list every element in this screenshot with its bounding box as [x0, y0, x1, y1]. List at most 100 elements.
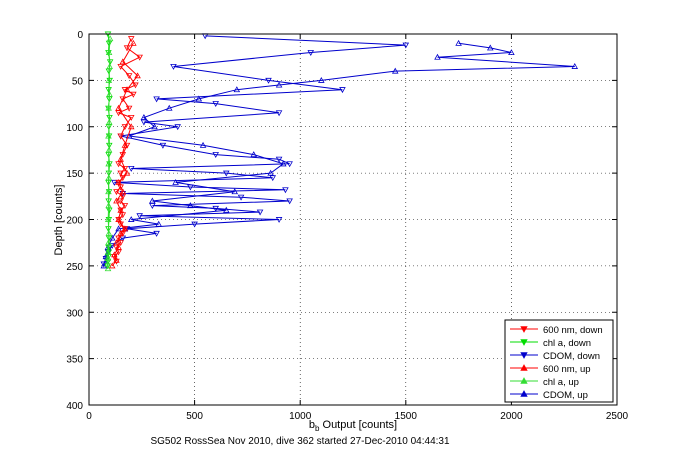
y-tick-label: 0: [77, 30, 83, 41]
series-point: [159, 142, 167, 149]
series-point: [105, 118, 113, 125]
series-point: [127, 123, 135, 130]
series-point: [117, 63, 124, 70]
x-tick-label: 2000: [500, 411, 523, 422]
series-point: [105, 142, 113, 149]
legend-marker: [520, 364, 528, 371]
series-point: [115, 110, 122, 117]
series-point: [104, 216, 112, 222]
series-point: [105, 40, 113, 47]
series-point: [105, 76, 113, 83]
series-point: [121, 203, 129, 210]
series-point: [121, 124, 129, 131]
legend-marker: [520, 326, 528, 333]
series-point: [286, 161, 293, 168]
series-point: [127, 36, 135, 43]
series-point: [170, 63, 177, 70]
series-point: [136, 213, 143, 220]
series-point: [233, 86, 241, 93]
series-point: [123, 142, 131, 149]
series-point: [111, 179, 118, 186]
legend-label: CDOM, down: [543, 351, 600, 362]
series-point: [106, 90, 113, 97]
series-point: [391, 67, 399, 74]
series-point: [115, 216, 122, 222]
series-point: [307, 50, 315, 56]
series-point: [123, 169, 131, 176]
series-line: [103, 35, 406, 265]
series-point: [149, 203, 156, 210]
series-point: [487, 44, 494, 51]
series-3: [108, 39, 141, 269]
y-tick-label: 150: [66, 169, 83, 180]
y-tick-label: 50: [72, 76, 84, 87]
series-point: [339, 87, 346, 94]
series-point: [104, 255, 112, 261]
series-point: [119, 175, 127, 182]
series-point: [119, 212, 127, 219]
legend-marker: [520, 339, 528, 346]
series-point: [125, 73, 133, 80]
y-tick-label: 350: [66, 355, 83, 366]
series-point: [117, 133, 124, 140]
series-point: [172, 178, 179, 185]
series-point: [140, 114, 148, 120]
series-point: [231, 188, 239, 195]
series-point: [105, 68, 113, 75]
series-point: [187, 202, 194, 209]
tick-layer: 0 500 1000 1500 2000 2500 0 50 100 150 200 250 300 35…: [66, 30, 628, 422]
series-point: [151, 123, 158, 130]
series-point: [117, 184, 124, 191]
series-point: [113, 244, 120, 251]
series-point: [105, 146, 113, 153]
series-point: [127, 114, 135, 121]
series-point: [250, 151, 258, 158]
series-line: [103, 42, 575, 267]
series-point: [119, 188, 127, 195]
series-point: [275, 156, 283, 163]
footer-caption: SG502 RossSea Nov 2010, dive 362 started…: [150, 436, 450, 447]
series-point: [130, 39, 137, 46]
legend-label: 600 nm, up: [543, 364, 591, 375]
series-point: [153, 96, 160, 103]
series-point: [119, 58, 127, 65]
series-point: [237, 194, 245, 201]
series-point: [155, 220, 162, 227]
legend-box: [504, 319, 614, 403]
series-point: [113, 189, 120, 196]
series-point: [282, 187, 289, 194]
series-point: [136, 54, 143, 61]
x-tick-label: 2500: [606, 411, 629, 422]
series-point: [105, 132, 112, 139]
series-point: [119, 96, 127, 103]
series-point: [199, 141, 207, 148]
legend-label: chl a, up: [543, 377, 579, 388]
series-point: [275, 81, 283, 88]
series-point: [115, 225, 122, 232]
series-point: [115, 104, 122, 111]
series-point: [113, 256, 120, 263]
series-point: [434, 53, 441, 60]
x-tick-label: 500: [186, 411, 203, 422]
series-point: [267, 169, 274, 176]
series-point: [105, 87, 112, 94]
series-point: [125, 105, 133, 112]
series-point: [115, 178, 122, 185]
series-point: [223, 206, 230, 213]
series-point: [174, 124, 181, 131]
legend-label: 600 nm, down: [543, 325, 603, 336]
series-point: [105, 160, 112, 167]
series-point: [115, 161, 122, 168]
series-point: [121, 87, 129, 94]
series-point: [104, 248, 112, 255]
legend-label: chl a, down: [543, 338, 591, 349]
series-point: [130, 91, 137, 98]
series-point: [318, 76, 325, 83]
series-point: [286, 198, 293, 205]
series-point: [121, 225, 129, 232]
x-axis-label: bb Output [counts]: [309, 419, 397, 433]
series-point: [115, 243, 122, 250]
series-point: [113, 239, 120, 246]
series-point: [127, 216, 135, 222]
